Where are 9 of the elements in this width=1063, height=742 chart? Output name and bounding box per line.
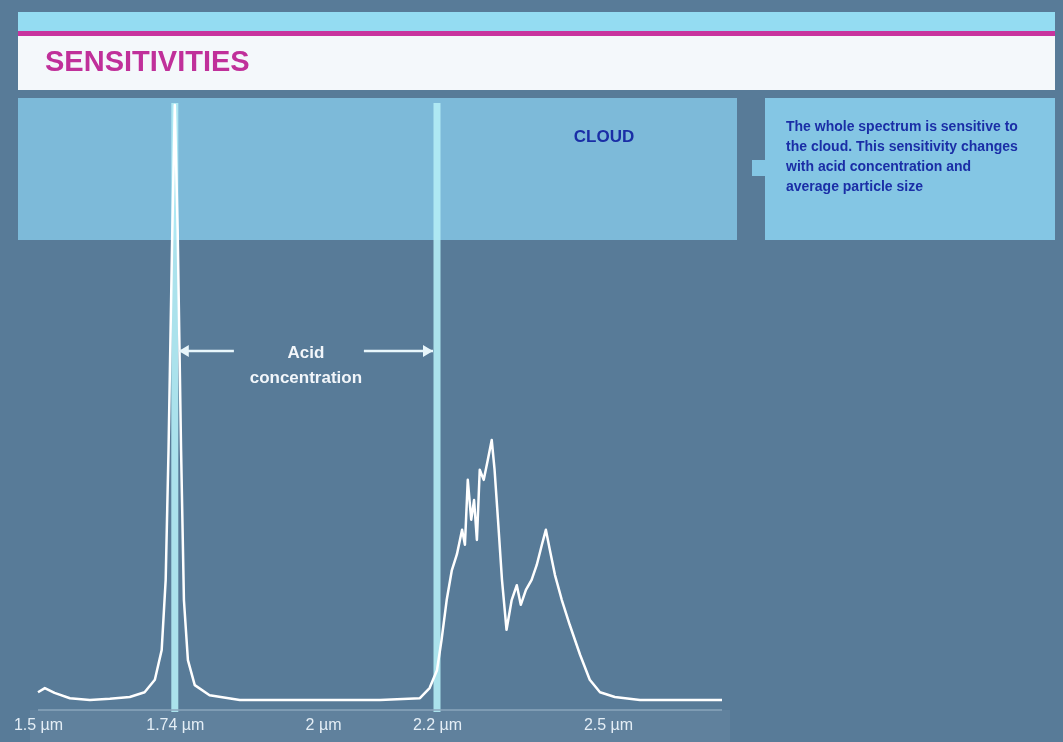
chart-title: SENSITIVITIES (45, 45, 250, 77)
x-tick-label: 1.5 µm (13, 716, 64, 734)
x-tick-label: 2 µm (305, 716, 342, 734)
x-tick-label: 1.74 µm (146, 716, 205, 734)
annotation: Acid concentration (249, 343, 363, 387)
annotation: CLOUD (573, 127, 635, 146)
x-tick-label: 2.5 µm (583, 716, 634, 734)
text: The whole spectrum is sensitive to the cloud. This sensitivity changes with acid concentration and average particle size (785, 118, 1019, 194)
x-tick-label: 2.2 µm (412, 716, 463, 734)
